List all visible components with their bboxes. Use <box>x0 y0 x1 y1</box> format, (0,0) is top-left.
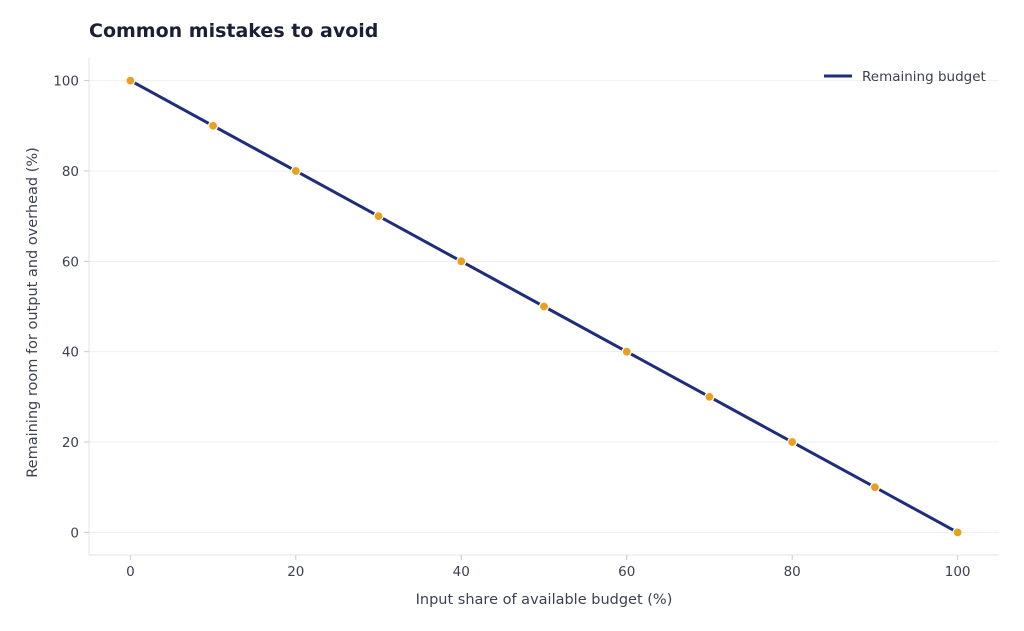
data-point <box>207 120 219 131</box>
legend-label-remaining-budget: Remaining budget <box>862 69 986 85</box>
data-point <box>869 482 881 493</box>
x-tick-label: 60 <box>618 564 635 580</box>
y-tick-label: 60 <box>62 254 79 270</box>
y-tick-label: 100 <box>53 74 79 90</box>
x-tick-label: 40 <box>453 564 470 580</box>
x-tick-label: 80 <box>784 564 801 580</box>
data-point <box>290 165 301 177</box>
x-tick-label: 20 <box>287 564 304 580</box>
data-point <box>621 346 632 357</box>
y-axis-label: Remaining room for output and overhead (… <box>25 147 41 478</box>
data-point <box>538 301 550 312</box>
y-tick-label: 20 <box>62 435 79 451</box>
data-point <box>704 391 715 402</box>
grid-lines <box>89 80 999 533</box>
x-axis-ticks: 0 20 40 60 80 100 <box>126 555 971 580</box>
y-tick-label: 40 <box>62 345 79 361</box>
y-tick-label: 0 <box>70 525 79 541</box>
data-point <box>125 75 136 86</box>
axes <box>88 58 999 556</box>
x-tick-label: 100 <box>945 564 971 580</box>
x-axis-label: Input share of available budget (%) <box>416 592 673 608</box>
y-tick-label: 80 <box>62 164 79 180</box>
data-point <box>373 211 384 222</box>
data-point <box>952 527 963 538</box>
y-axis-ticks: 0 20 40 60 80 100 <box>53 74 89 541</box>
data-point <box>787 436 798 448</box>
chart-title: Common mistakes to avoid <box>89 20 379 42</box>
legend: Remaining budget <box>824 69 986 85</box>
x-tick-label: 0 <box>126 564 135 580</box>
data-point <box>456 256 467 267</box>
series-layer <box>125 75 963 538</box>
